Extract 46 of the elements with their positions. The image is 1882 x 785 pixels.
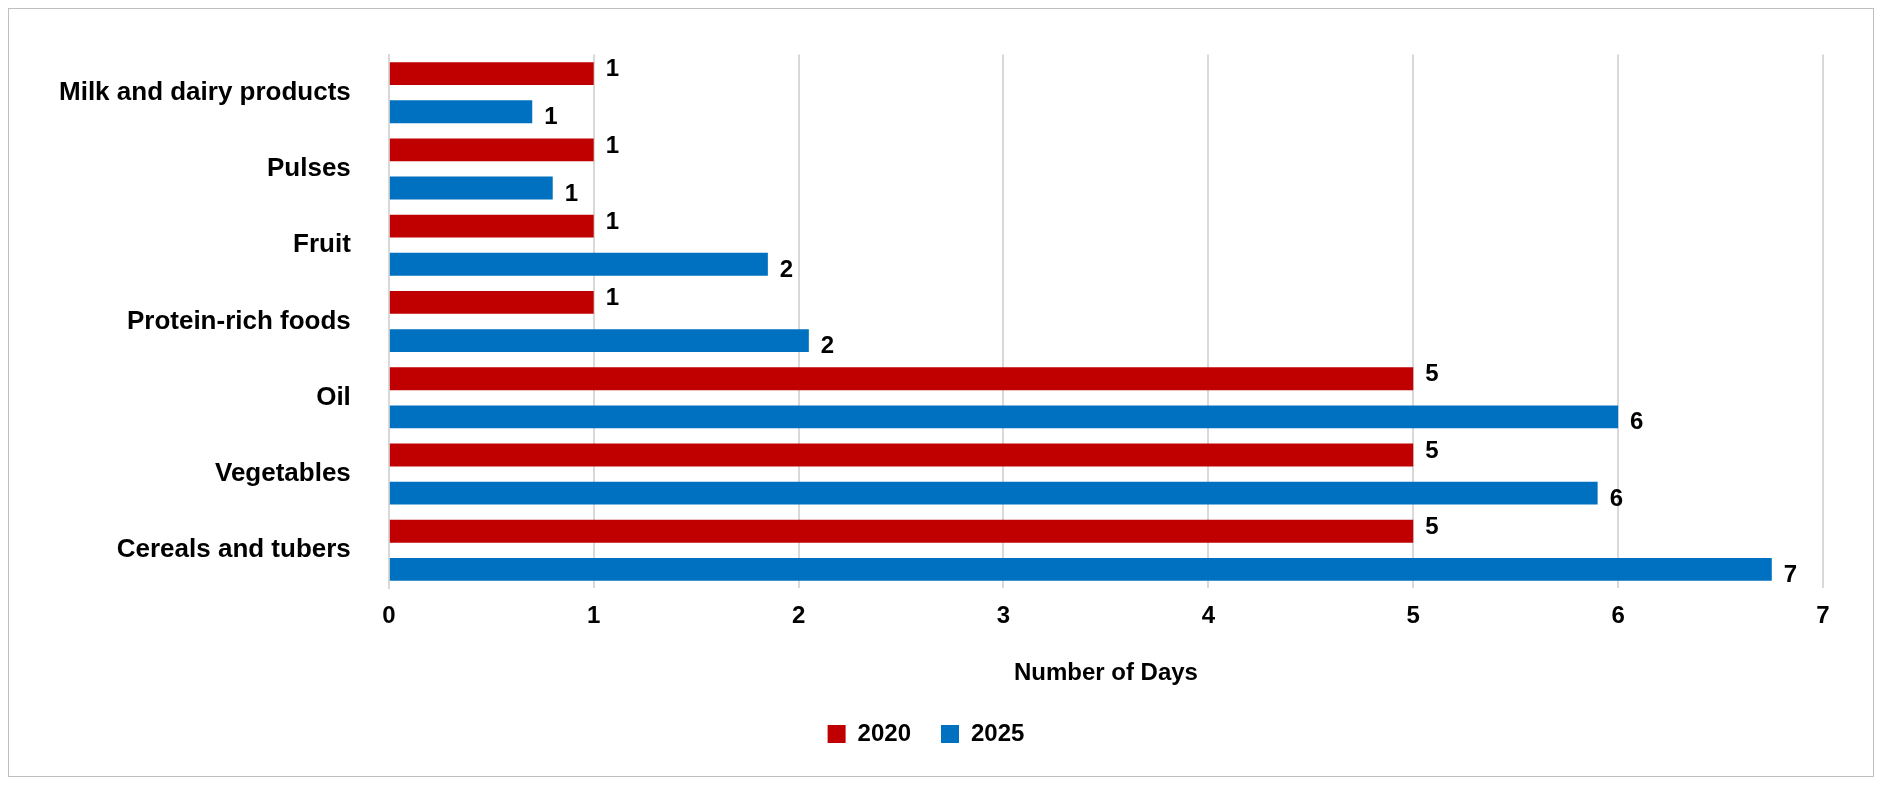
bar (389, 176, 553, 200)
x-tick-label: 2 (791, 601, 806, 629)
data-label: 1 (564, 178, 579, 206)
legend-label: 2025 (971, 718, 1025, 746)
x-tick-label: 3 (996, 601, 1011, 629)
data-label: 6 (1630, 407, 1644, 435)
x-tick-label: 0 (382, 601, 396, 629)
data-label: 1 (605, 206, 620, 234)
bar (389, 443, 1414, 467)
x-tick-label: 5 (1406, 601, 1420, 629)
y-tick-label: Protein-rich foods (126, 304, 351, 335)
y-tick-label: Pulses (267, 152, 351, 183)
y-tick-label: Vegetables (214, 457, 351, 488)
y-tick-label: Fruit (293, 228, 352, 259)
data-label: 1 (605, 130, 620, 158)
y-tick-label: Cereals and tubers (116, 533, 351, 564)
bar (389, 329, 809, 352)
bar (389, 138, 594, 162)
data-label: 1 (605, 54, 620, 82)
y-tick-label: Milk and dairy products (59, 75, 351, 106)
bar (389, 291, 594, 314)
bar (389, 519, 1414, 543)
x-tick-label: 7 (1816, 601, 1830, 629)
legend-label: 2020 (857, 718, 911, 746)
data-label: 5 (1425, 511, 1439, 539)
data-label: 6 (1609, 483, 1623, 511)
x-tick-label: 6 (1611, 601, 1625, 629)
bar (389, 100, 533, 124)
bar (389, 557, 1772, 581)
data-label: 2 (820, 331, 835, 359)
data-label: 5 (1425, 435, 1439, 463)
x-tick-label: 4 (1201, 601, 1216, 629)
bar (389, 481, 1598, 505)
data-label: 1 (544, 102, 558, 130)
bar (389, 62, 594, 86)
data-label: 7 (1783, 559, 1798, 587)
bar (389, 367, 1414, 391)
y-tick-label: Oil (316, 380, 351, 411)
x-tick-label: 1 (587, 601, 601, 629)
x-axis-title: Number of Days (1013, 658, 1198, 686)
bar (389, 405, 1619, 429)
data-label: 5 (1425, 359, 1439, 387)
bar (389, 252, 768, 276)
bar (389, 214, 594, 238)
data-label: 2 (779, 254, 794, 282)
data-label: 1 (605, 283, 620, 311)
